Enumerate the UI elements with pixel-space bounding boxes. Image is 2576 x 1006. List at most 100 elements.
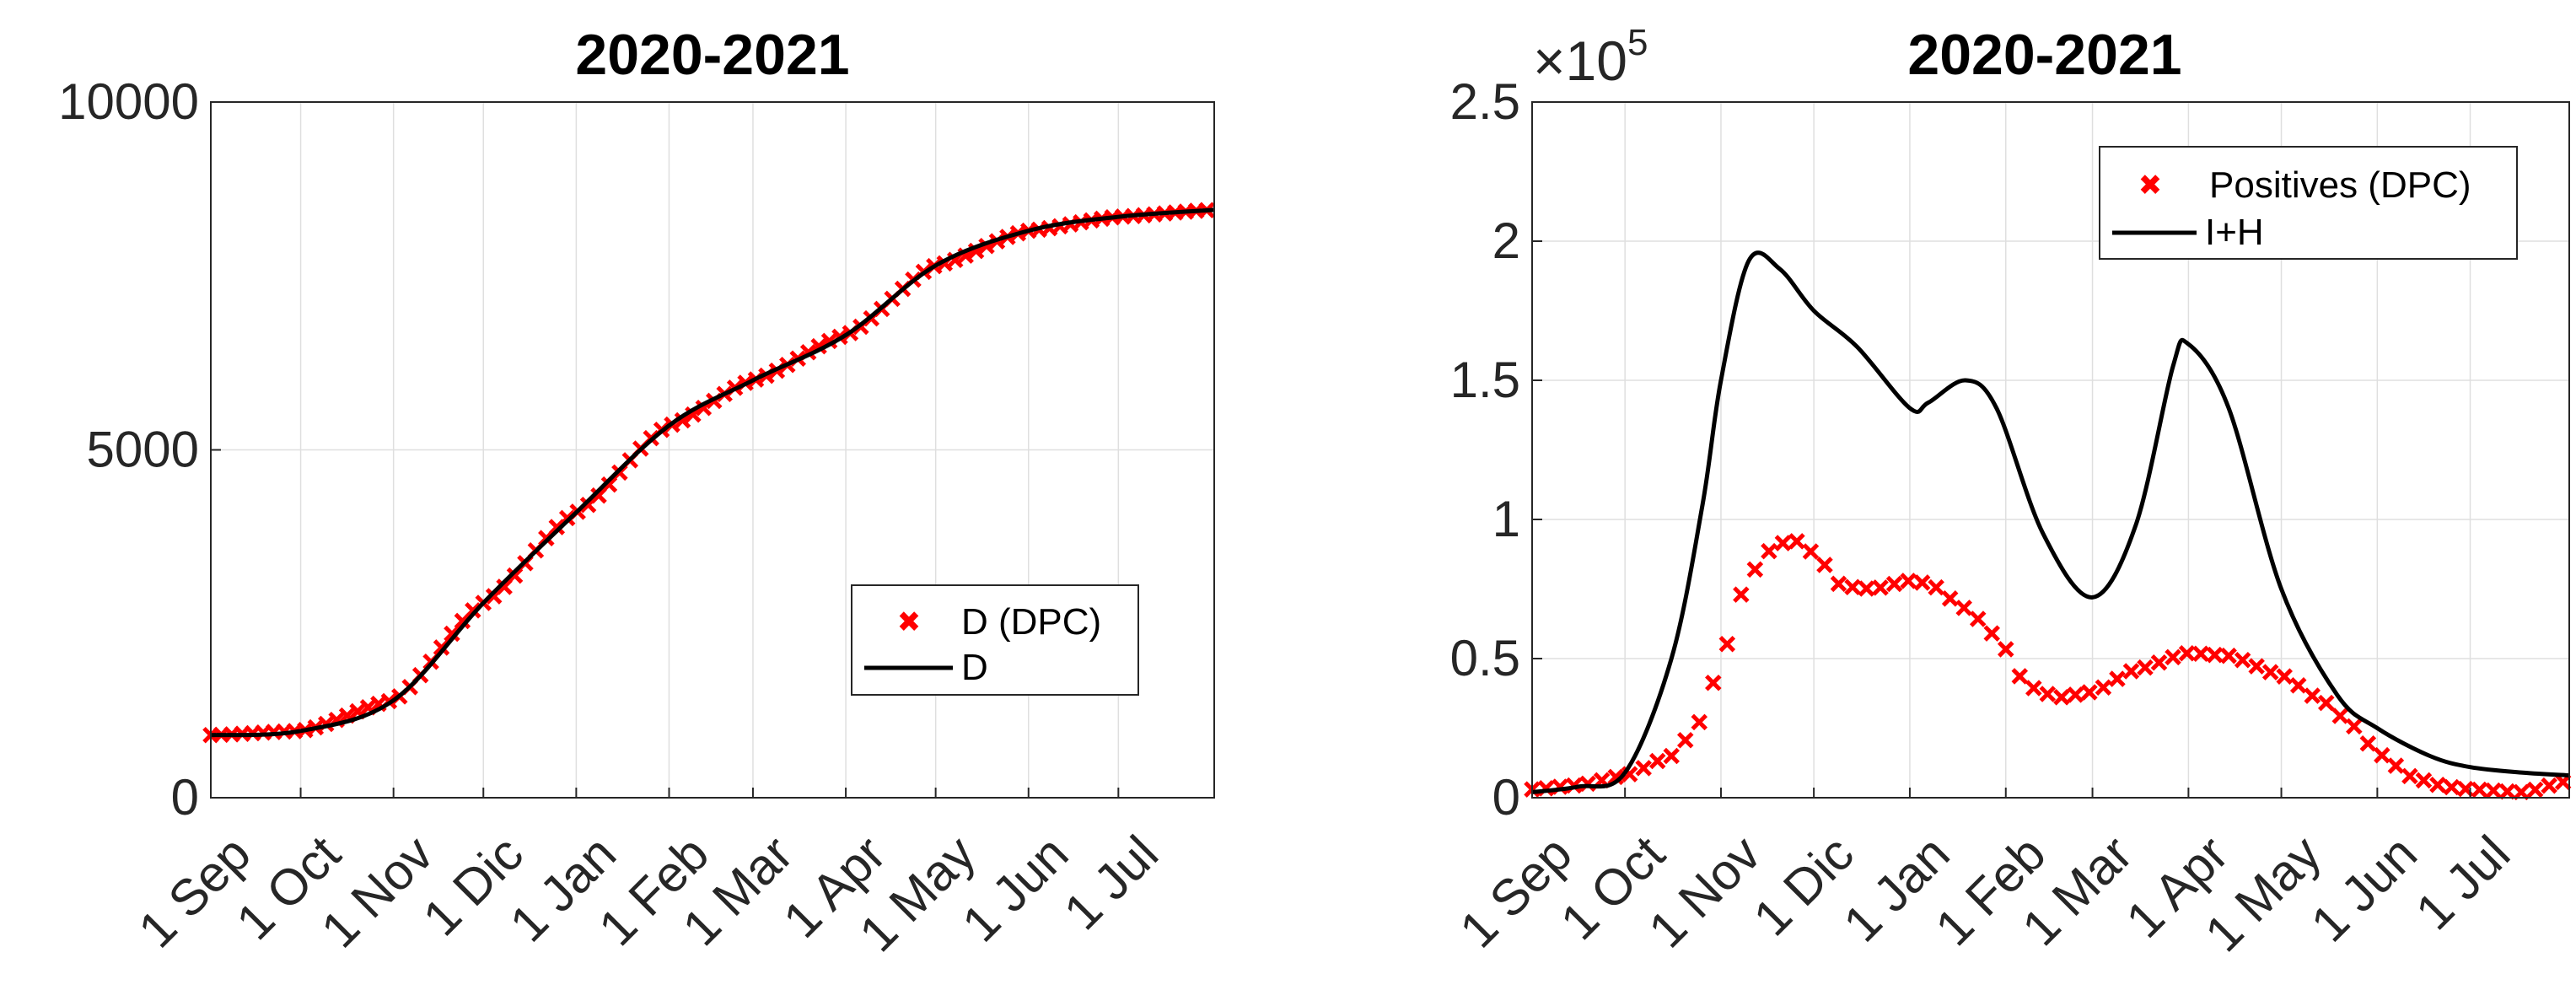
panel-2-series-marker-cross: [2401, 767, 2418, 785]
panel-2-series-marker: [2541, 777, 2557, 794]
svg-text:×105: ×105: [1533, 22, 1648, 92]
panel-2-series-marker-cross: [2471, 781, 2488, 799]
panel-2-series-marker-cross: [2513, 783, 2530, 801]
panel-2-series-marker: [2429, 777, 2446, 794]
panel-2-series-marker: [1691, 713, 1708, 731]
panel-2-series-marker: [2025, 680, 2042, 697]
panel-2-series-marker: [2415, 772, 2433, 789]
panel-1-legend-box: [851, 584, 1139, 696]
panel-2-series-marker: [2109, 670, 2126, 687]
panel-2-series-marker-cross: [1913, 574, 1931, 591]
panel-2-series-marker: [2053, 689, 2070, 706]
panel-2-series-marker-cross: [1691, 713, 1708, 731]
panel-2-series-marker-cross: [2053, 689, 2070, 706]
panel-2-series-marker-cross: [2429, 777, 2446, 794]
panel-2-series-marker-cross: [1761, 542, 1777, 560]
panel-2-series-marker-cross: [2261, 664, 2279, 681]
panel-2-series-marker-cross: [1969, 611, 1987, 627]
panel-2-series-marker: [2234, 651, 2251, 669]
panel-2-series-marker: [2192, 645, 2209, 663]
panel-2-axes-box: [1531, 101, 2570, 799]
panel-2-series-marker-cross: [2443, 778, 2460, 796]
panel-2-series-marker-cross: [2498, 783, 2516, 800]
panel-2-series-marker-cross: [2025, 680, 2042, 697]
panel-2-series-marker: [2220, 647, 2237, 664]
panel-2-series-marker-cross: [2178, 644, 2196, 662]
panel-2-series-marker: [1830, 575, 1847, 593]
panel-2-series-marker: [1788, 533, 1805, 550]
panel-2-series-marker-cross: [2081, 684, 2098, 701]
panel-2-series-marker-cross: [1816, 557, 1833, 573]
panel-2-series-marker-cross: [2485, 782, 2502, 799]
panel-2-series-marker-cross: [1941, 590, 1959, 607]
panel-2-series-marker-cross: [1900, 573, 1917, 589]
panel-2-series-marker: [2289, 677, 2307, 694]
panel-2-series-marker: [2471, 781, 2488, 799]
panel-2-y-tick-label: 1.5: [1450, 352, 1520, 408]
panel-2-series-marker: [1648, 752, 1666, 770]
panel-2-x-tick-label: 1 Dic: [1743, 825, 1864, 946]
panel-2-series-line: [1531, 250, 2570, 794]
panel-1-series-marker: [444, 625, 460, 643]
panel-2-series-marker: [2318, 694, 2335, 712]
panel-2-series-marker-cross: [1746, 561, 1764, 578]
panel-2-grid: [1532, 102, 2569, 798]
panel-2-series-marker-cross: [1885, 575, 1903, 593]
panel-2-series-marker: [2276, 668, 2293, 685]
panel-2-series-marker: [1663, 747, 1680, 765]
panel-2-series-marker-cross: [1788, 533, 1805, 550]
panel-2-series-marker-cross: [1872, 579, 1889, 596]
panel-2-series-marker-cross: [2359, 735, 2377, 752]
panel-2-legend-box: [2099, 146, 2518, 260]
panel-2-series-marker: [2513, 783, 2530, 801]
panel-2-series-marker: [1969, 611, 1987, 627]
panel-2-series-marker: [2359, 735, 2377, 752]
panel-2-series-marker: [1928, 578, 1944, 596]
panel-1-x-tick-label: 1 Jul: [1053, 825, 1169, 940]
panel-2-series-marker: [2346, 718, 2363, 735]
panel-1-y-tick-label: 5000: [87, 422, 199, 478]
panel-2-series-marker: [1872, 579, 1889, 596]
panel-2-series-marker-cross: [1648, 752, 1666, 770]
panel-2-series-marker-cross: [1774, 535, 1792, 551]
panel-2-legend-label-markers: Positives (DPC): [2209, 164, 2471, 206]
panel-2-series-marker-cross: [2011, 668, 2029, 685]
panel-2-series-marker-cross: [2554, 773, 2572, 791]
panel-1-series-marker: [600, 476, 618, 493]
panel-1-series-marker-cross: [674, 412, 691, 429]
panel-2-series-marker-cross: [2374, 746, 2390, 764]
panel-2-x-tick-label: 1 Jul: [2405, 825, 2520, 940]
panel-2-series-marker: [1802, 543, 1820, 560]
panel-1-series-marker-cross: [506, 567, 524, 584]
panel-2-series-marker-cross: [1718, 635, 1736, 653]
panel-2-series-marker: [1816, 557, 1833, 573]
panel-2-series-marker-cross: [1705, 675, 1722, 691]
panel-2-series-marker-cross: [1579, 775, 1596, 793]
panel-2-series-marker-cross: [2346, 718, 2363, 735]
panel-2-series-marker: [1941, 590, 1959, 607]
panel-2-series-marker-cross: [1844, 578, 1861, 596]
panel-2-y-tick-label: 0.5: [1450, 630, 1520, 686]
panel-1-title: 2020-2021: [575, 23, 849, 87]
panel-2-series: [1524, 250, 2572, 801]
panel-2-series-marker-cross: [1858, 580, 1875, 597]
panel-2-series-marker: [1858, 580, 1875, 597]
panel-2-series-marker: [2374, 746, 2390, 764]
panel-2-series-marker: [1774, 535, 1792, 551]
panel-1-series-marker-cross: [600, 476, 618, 493]
panel-2-series-marker: [2067, 686, 2084, 703]
panel-2-series-marker-cross: [2541, 777, 2557, 794]
panel-2-series-marker: [2095, 679, 2112, 697]
panel-2-series-marker-cross: [2165, 648, 2181, 666]
panel-2-title: 2020-2021: [1907, 23, 2181, 87]
panel-1-legend-marker: ✖: [897, 605, 922, 639]
panel-1-series-marker: [674, 412, 691, 429]
panel-2-series-marker-cross: [2067, 686, 2084, 703]
panel-2-series-marker: [1983, 625, 2001, 642]
panel-2-series-marker-cross: [2526, 781, 2544, 799]
panel-2-x-tick-label: 1 Sep: [1449, 825, 1582, 958]
panel-2-series-marker: [2526, 781, 2544, 799]
panel-2-series-marker-cross: [2234, 651, 2251, 669]
panel-2-exponent-base: 10: [1566, 30, 1627, 92]
